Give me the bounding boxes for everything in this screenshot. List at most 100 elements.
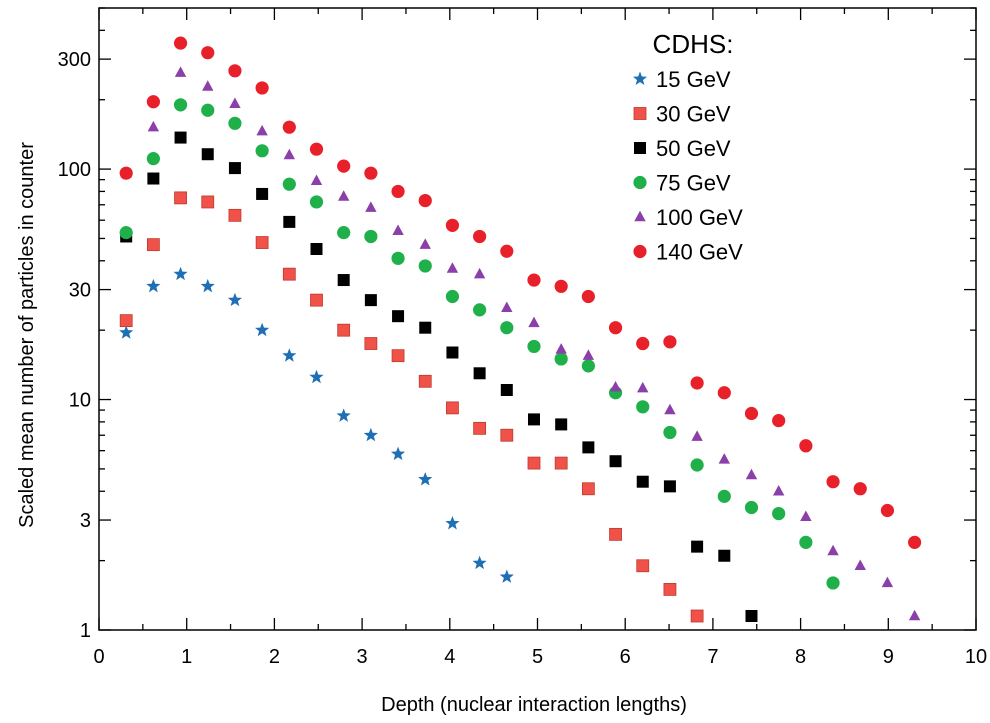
data-point	[500, 428, 514, 442]
data-point	[826, 475, 840, 489]
x-tick-label: 10	[965, 646, 987, 668]
data-point	[337, 226, 351, 240]
data-point	[119, 325, 134, 339]
data-point	[364, 229, 378, 244]
data-point	[336, 408, 351, 422]
x-tick-label: 6	[620, 646, 631, 668]
data-point	[500, 244, 514, 258]
data-point	[718, 549, 731, 562]
series-140-gev	[119, 36, 922, 549]
data-point	[637, 381, 649, 393]
y-axis-label: Scaled mean number of particles in count…	[16, 142, 38, 528]
data-point	[826, 576, 840, 590]
data-point	[717, 386, 731, 400]
data-point	[445, 218, 460, 232]
data-point	[282, 348, 297, 362]
data-point	[309, 369, 324, 384]
data-point	[173, 98, 188, 112]
data-point	[255, 144, 269, 158]
data-point	[256, 124, 268, 136]
data-point	[744, 500, 759, 515]
data-point	[119, 314, 133, 328]
data-point	[309, 195, 324, 209]
data-point	[663, 583, 677, 596]
x-tick-label: 3	[357, 646, 368, 668]
data-point	[555, 343, 567, 354]
data-point	[282, 120, 296, 134]
data-point	[255, 236, 269, 249]
data-point	[472, 555, 487, 570]
legend-item: 30 GeV	[633, 102, 731, 127]
data-point	[663, 480, 676, 493]
data-point	[691, 540, 704, 553]
legend-label: 75 GeV	[656, 171, 731, 196]
x-tick-label: 0	[93, 646, 104, 668]
data-point	[392, 310, 405, 323]
data-point	[227, 292, 243, 307]
data-point	[146, 238, 160, 252]
data-point	[228, 208, 242, 222]
data-point	[744, 406, 759, 421]
data-point	[146, 95, 160, 109]
legend-label: 30 GeV	[656, 102, 731, 127]
data-point	[772, 484, 785, 496]
data-point	[146, 152, 160, 166]
data-point	[173, 266, 188, 281]
data-point	[636, 336, 650, 351]
data-point	[745, 610, 758, 623]
data-point	[799, 439, 813, 453]
data-point	[446, 262, 459, 273]
x-tick-label: 2	[269, 646, 280, 668]
data-point	[146, 278, 161, 293]
data-point	[853, 482, 867, 496]
y-tick-label: 3	[80, 510, 91, 532]
legend-marker	[634, 210, 646, 222]
legend-label: 15 GeV	[656, 67, 731, 92]
data-point	[147, 172, 160, 185]
data-point	[636, 400, 650, 414]
series-100-gev	[120, 66, 921, 621]
data-point	[827, 544, 839, 556]
data-point	[500, 321, 514, 335]
x-tick-label: 1	[181, 646, 192, 668]
legend-item: 140 GeV	[633, 240, 743, 265]
data-point	[309, 142, 324, 156]
data-point	[419, 238, 431, 249]
data-point	[228, 64, 242, 78]
data-point	[201, 148, 214, 161]
legend-marker	[633, 244, 647, 259]
legend-label: 140 GeV	[656, 240, 743, 265]
data-point	[718, 453, 731, 464]
data-point	[554, 352, 568, 366]
x-tick-label: 4	[444, 646, 455, 668]
data-points	[119, 36, 922, 623]
data-point	[800, 510, 812, 521]
series-15-gev	[119, 266, 514, 583]
data-point	[147, 120, 160, 132]
data-point	[174, 131, 187, 144]
data-point	[391, 251, 405, 265]
data-point	[310, 243, 323, 256]
data-point	[609, 381, 622, 392]
data-point	[582, 349, 595, 360]
legend-item: 100 GeV	[634, 205, 743, 230]
data-point	[608, 321, 623, 335]
data-point	[365, 201, 377, 212]
y-tick-label: 30	[69, 280, 91, 302]
data-point	[364, 166, 378, 180]
data-point	[527, 456, 541, 470]
data-point	[664, 403, 676, 415]
data-point	[418, 193, 432, 208]
x-axis-label: Depth (nuclear interaction lengths)	[381, 694, 687, 716]
data-point	[473, 367, 486, 380]
data-point	[418, 374, 432, 388]
data-point	[282, 177, 296, 191]
legend-label: 100 GeV	[656, 205, 743, 230]
data-point	[880, 503, 895, 518]
data-point	[636, 475, 649, 488]
data-point	[501, 301, 513, 313]
series-50-gev	[120, 131, 758, 623]
data-point	[854, 559, 866, 570]
data-point	[364, 294, 377, 307]
